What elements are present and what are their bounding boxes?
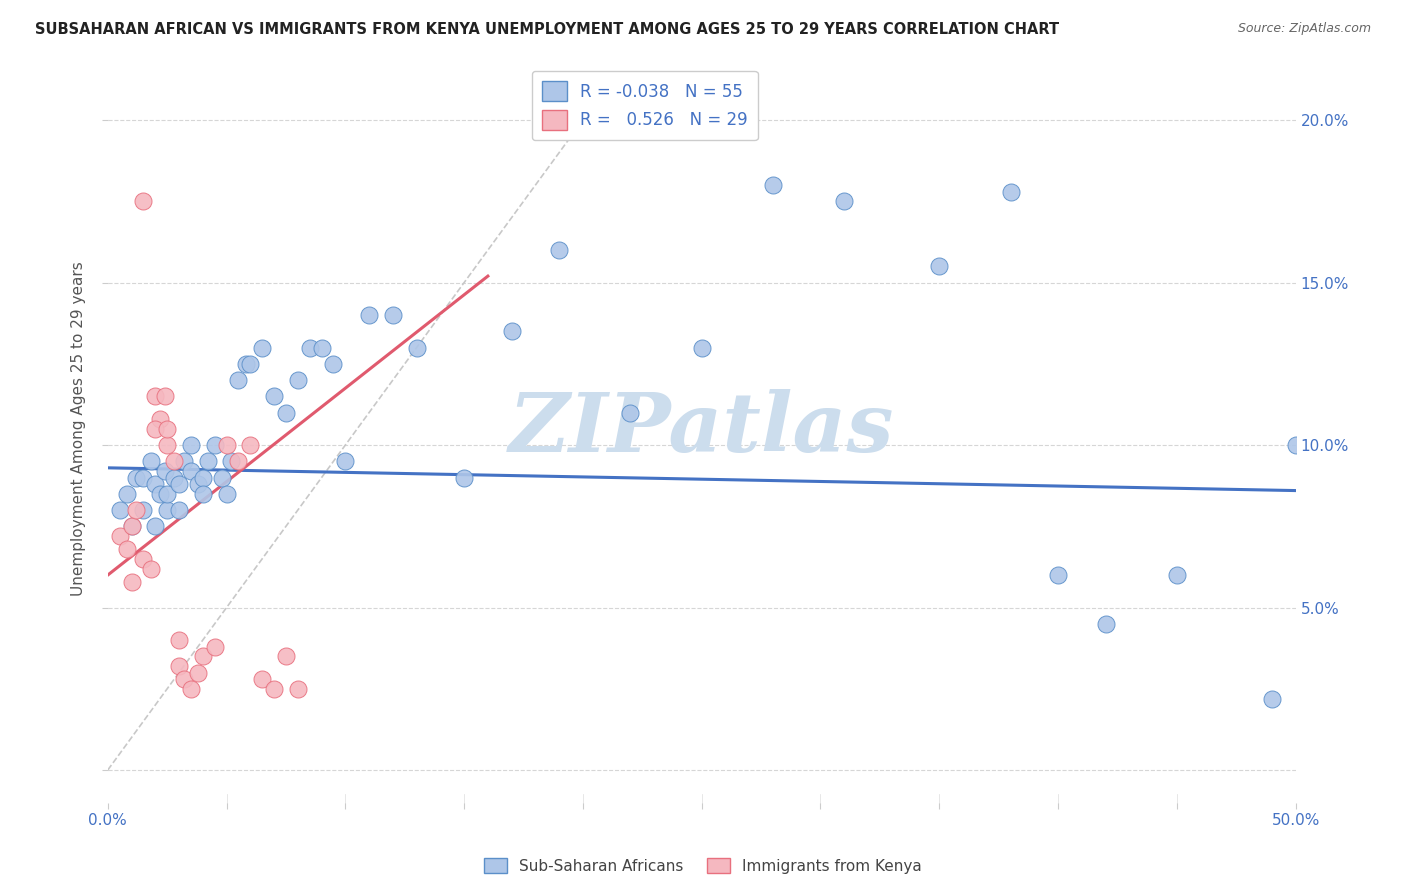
- Point: [132, 194, 155, 209]
- Point: [143, 389, 166, 403]
- Point: [690, 341, 713, 355]
- Point: [156, 487, 179, 501]
- Point: [121, 519, 143, 533]
- Point: [108, 529, 131, 543]
- Text: Source: ZipAtlas.com: Source: ZipAtlas.com: [1237, 22, 1371, 36]
- Point: [221, 454, 243, 468]
- Point: [125, 503, 148, 517]
- Point: [381, 308, 404, 322]
- Point: [143, 422, 166, 436]
- Point: [167, 659, 190, 673]
- Point: [191, 470, 214, 484]
- Point: [501, 324, 523, 338]
- Point: [163, 470, 186, 484]
- Point: [153, 464, 176, 478]
- Point: [619, 406, 641, 420]
- Point: [215, 487, 238, 501]
- Point: [322, 357, 344, 371]
- Point: [287, 681, 309, 696]
- Point: [548, 243, 571, 257]
- Point: [239, 357, 262, 371]
- Point: [139, 561, 162, 575]
- Point: [187, 477, 209, 491]
- Point: [108, 503, 131, 517]
- Point: [156, 503, 179, 517]
- Point: [180, 464, 202, 478]
- Point: [149, 487, 172, 501]
- Point: [311, 341, 333, 355]
- Point: [274, 406, 297, 420]
- Point: [1284, 438, 1306, 452]
- Point: [239, 438, 262, 452]
- Point: [115, 542, 138, 557]
- Point: [453, 470, 475, 484]
- Point: [250, 672, 273, 686]
- Point: [204, 640, 226, 654]
- Text: SUBSAHARAN AFRICAN VS IMMIGRANTS FROM KENYA UNEMPLOYMENT AMONG AGES 25 TO 29 YEA: SUBSAHARAN AFRICAN VS IMMIGRANTS FROM KE…: [35, 22, 1059, 37]
- Point: [180, 681, 202, 696]
- Point: [132, 551, 155, 566]
- Point: [1000, 185, 1022, 199]
- Point: [335, 454, 357, 468]
- Point: [139, 454, 162, 468]
- Point: [298, 341, 321, 355]
- Point: [156, 438, 179, 452]
- Point: [250, 341, 273, 355]
- Point: [125, 470, 148, 484]
- Point: [228, 454, 250, 468]
- Point: [143, 519, 166, 533]
- Point: [405, 341, 427, 355]
- Point: [153, 389, 176, 403]
- Point: [263, 389, 285, 403]
- Point: [274, 649, 297, 664]
- Point: [143, 477, 166, 491]
- Point: [228, 373, 250, 387]
- Point: [156, 422, 179, 436]
- Legend: R = -0.038   N = 55, R =   0.526   N = 29: R = -0.038 N = 55, R = 0.526 N = 29: [531, 71, 758, 140]
- Point: [287, 373, 309, 387]
- Point: [180, 438, 202, 452]
- Point: [832, 194, 855, 209]
- Point: [191, 487, 214, 501]
- Point: [215, 438, 238, 452]
- Point: [173, 672, 195, 686]
- Point: [1166, 568, 1188, 582]
- Point: [211, 470, 233, 484]
- Point: [132, 503, 155, 517]
- Point: [263, 681, 285, 696]
- Point: [1047, 568, 1070, 582]
- Legend: Sub-Saharan Africans, Immigrants from Kenya: Sub-Saharan Africans, Immigrants from Ke…: [478, 852, 928, 880]
- Point: [167, 503, 190, 517]
- Point: [1261, 691, 1284, 706]
- Point: [163, 454, 186, 468]
- Text: ZIPatlas: ZIPatlas: [509, 389, 894, 469]
- Point: [1094, 616, 1116, 631]
- Point: [191, 649, 214, 664]
- Point: [359, 308, 381, 322]
- Point: [173, 454, 195, 468]
- Point: [167, 633, 190, 648]
- Point: [928, 260, 950, 274]
- Point: [187, 665, 209, 680]
- Point: [167, 477, 190, 491]
- Point: [204, 438, 226, 452]
- Point: [149, 412, 172, 426]
- Point: [762, 178, 785, 193]
- Point: [132, 470, 155, 484]
- Y-axis label: Unemployment Among Ages 25 to 29 years: Unemployment Among Ages 25 to 29 years: [72, 261, 86, 596]
- Point: [115, 487, 138, 501]
- Point: [121, 519, 143, 533]
- Point: [197, 454, 219, 468]
- Point: [121, 574, 143, 589]
- Point: [235, 357, 257, 371]
